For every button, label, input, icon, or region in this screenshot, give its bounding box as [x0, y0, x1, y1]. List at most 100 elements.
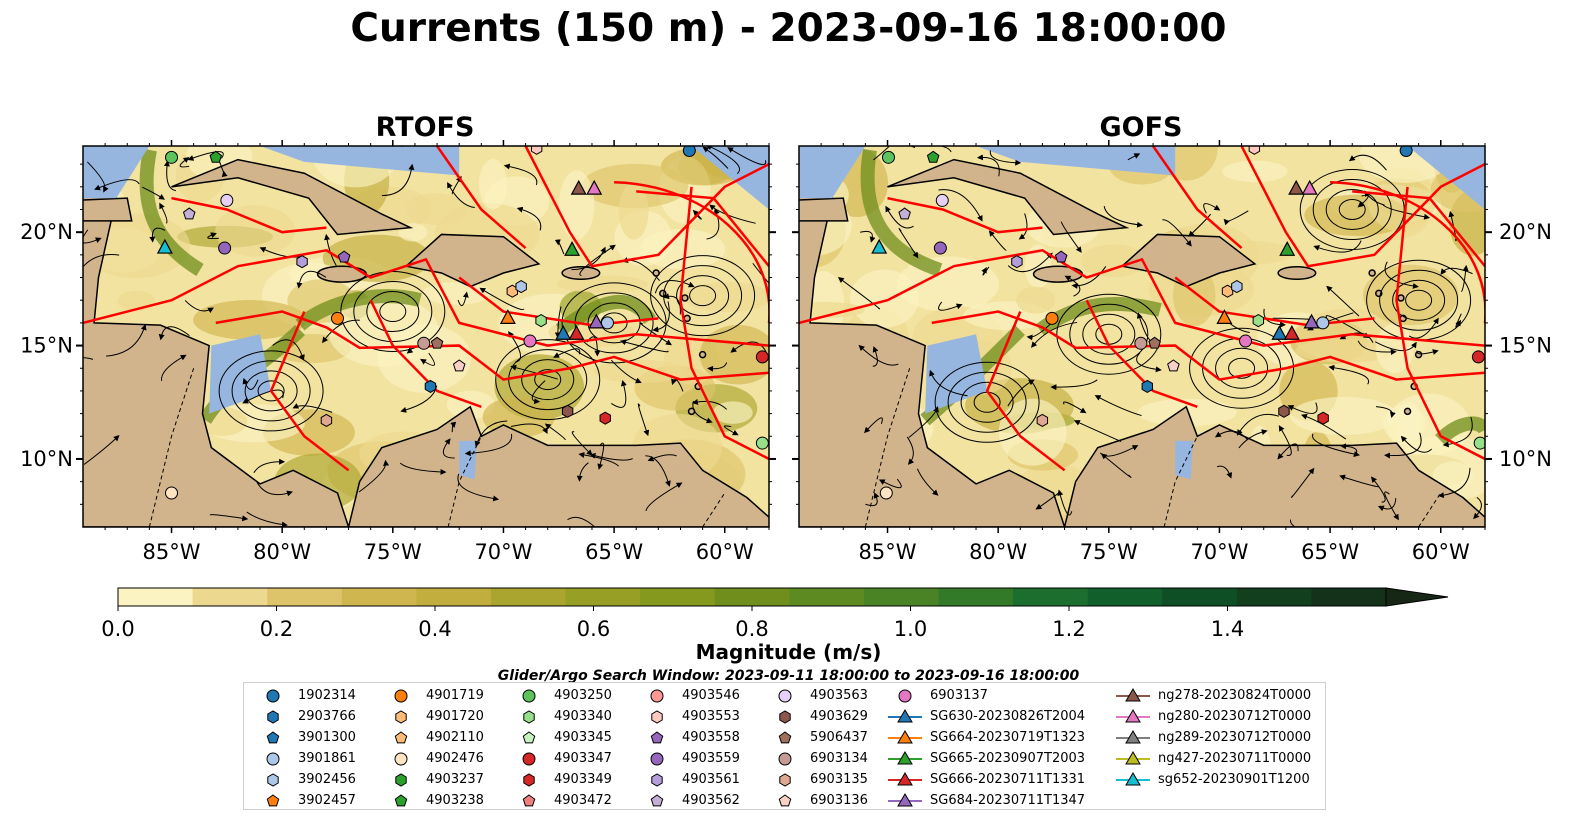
- streamline: [358, 459, 390, 493]
- x-tick-label: 65°W: [1301, 540, 1359, 564]
- streamline: [450, 421, 457, 433]
- land-yucatan: [799, 197, 849, 222]
- eddy-ring: [218, 350, 324, 432]
- streamline: [589, 452, 633, 461]
- legend-marker-icon: [266, 752, 280, 766]
- streamline: [1374, 341, 1417, 352]
- colorbar-segment: [416, 588, 492, 606]
- argo-marker: [1141, 379, 1153, 393]
- streamline: [1290, 519, 1296, 527]
- magnitude-patch: [799, 301, 865, 319]
- streamline: [106, 323, 147, 357]
- shallow-sea: [925, 334, 988, 414]
- glider-marker: [568, 324, 585, 340]
- argo-marker: [1231, 280, 1243, 294]
- legend-marker-icon: [1116, 751, 1150, 765]
- streamline: [872, 346, 879, 367]
- country-borders: [148, 368, 726, 527]
- eddy-ring: [1189, 327, 1295, 409]
- streamline: [976, 154, 1000, 177]
- lake-maracaibo: [1175, 440, 1193, 480]
- shallow-sea: [1407, 146, 1485, 210]
- legend-marker-icon: [650, 731, 664, 744]
- x-tick-label: 80°W: [969, 540, 1027, 564]
- eddy-ring: [1312, 179, 1392, 240]
- argo-marker: [337, 250, 351, 263]
- y-tick-label: 20°N: [1499, 220, 1552, 244]
- legend-marker-icon: [779, 710, 791, 724]
- colorbar-segment: [490, 588, 567, 606]
- eez-line: [614, 181, 769, 323]
- colorbar-tick-label: 1.4: [1211, 617, 1244, 641]
- legend-marker-icon: [1116, 730, 1150, 744]
- legend-marker-icon: [651, 710, 663, 724]
- map-gofs: [799, 146, 1485, 527]
- glider-marker: [499, 309, 516, 324]
- streamline: [457, 473, 500, 502]
- streamline: [1238, 429, 1268, 449]
- legend-item-label: 4903237: [426, 772, 484, 787]
- figure-title: Currents (150 m) - 2023-09-16 18:00:00: [350, 6, 1227, 51]
- colorbar-segment: [565, 588, 641, 606]
- streamline: [1455, 313, 1462, 328]
- colorbar-segment: [1311, 588, 1387, 606]
- legend-marker-icon: [1116, 772, 1150, 786]
- streamline: [1060, 221, 1082, 253]
- x-tick-label: 60°W: [696, 540, 754, 564]
- legend-item-label: 3901300: [298, 730, 356, 745]
- streamline: [86, 161, 109, 193]
- country-border: [447, 436, 482, 527]
- panel-title-rtofs: RTOFS: [375, 112, 475, 143]
- eddy-ring: [231, 360, 311, 422]
- streamlines: [83, 146, 769, 527]
- land-islet: [1403, 407, 1412, 416]
- eddy-ring: [353, 281, 433, 343]
- streamline: [83, 435, 120, 465]
- colorbar-segment: [640, 588, 716, 606]
- legend-marker-icon: [394, 752, 408, 766]
- x-tick-label: 70°W: [474, 540, 532, 564]
- shallow-sea: [976, 146, 1176, 176]
- eez-line: [985, 311, 1066, 472]
- streamline: [259, 247, 301, 258]
- magnitude-patch: [998, 398, 1067, 466]
- legend: 1902314 2903766 3901300 3901861 3902456 39024…: [243, 682, 1326, 810]
- argo-marker: [417, 336, 431, 350]
- streamlines: [799, 146, 1482, 527]
- eez-line: [171, 196, 327, 234]
- eddy-ring: [960, 381, 1014, 423]
- eez-line: [1352, 190, 1485, 267]
- legend-item-label: SG664-20230719T1323: [930, 730, 1086, 745]
- streamline: [1416, 349, 1439, 355]
- streamline: [179, 157, 190, 168]
- land-hispaniola: [1120, 233, 1257, 288]
- streamline: [654, 279, 695, 294]
- glider-marker: [1288, 179, 1305, 195]
- argo-marker: [1473, 436, 1485, 450]
- streamline: [447, 181, 475, 209]
- streamline: [1007, 379, 1035, 407]
- streamline: [1136, 352, 1162, 373]
- streamline: [1057, 489, 1073, 516]
- country-borders: [864, 368, 1442, 527]
- argo-marker: [452, 359, 466, 372]
- streamline: [1099, 445, 1139, 457]
- streamline: [1223, 210, 1249, 226]
- legend-marker-icon: [898, 689, 912, 703]
- streamline: [637, 403, 650, 437]
- eddy-ring: [587, 302, 641, 344]
- legend-marker-icon: [888, 730, 922, 744]
- legend-marker-icon: [522, 752, 536, 766]
- argo-marker: [1167, 359, 1180, 372]
- land-jamaica: [1032, 265, 1084, 283]
- legend-marker-icon: [267, 773, 279, 787]
- eddy-ring: [561, 282, 667, 364]
- colorbar-segment: [341, 588, 417, 606]
- magnitude-patch: [639, 228, 726, 270]
- eddy-ring: [534, 369, 562, 391]
- argo-marker: [320, 413, 333, 427]
- glider-marker: [156, 238, 173, 254]
- argo-marker: [799, 470, 800, 472]
- country-border: [148, 368, 195, 527]
- eddy-ring: [1215, 347, 1269, 389]
